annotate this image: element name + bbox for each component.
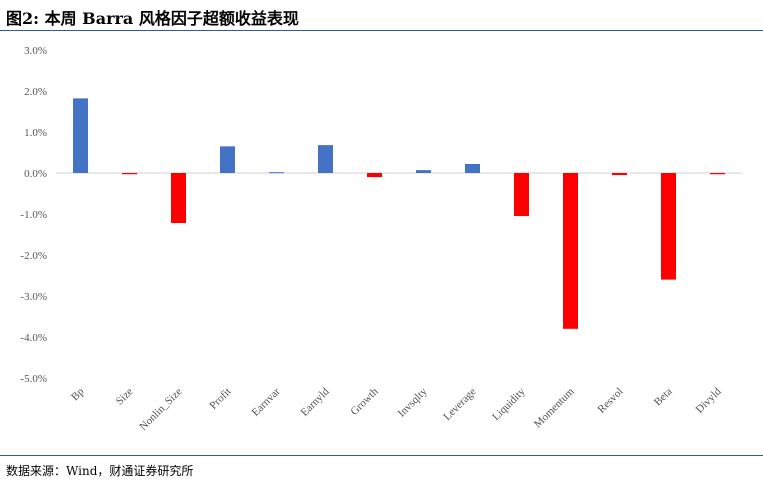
y-tick-label: 2.0% [24,86,47,98]
x-tick-label: Momentum [532,385,577,430]
bar-invsqlty [416,170,431,173]
bar-bp [73,98,88,173]
x-tick-label: Profit [207,386,233,412]
bar-divyld [710,173,725,175]
x-tick-label: Earnvar [250,385,283,418]
bar-leverage [465,163,480,173]
bar-nonlin_size [171,173,186,224]
y-tick-label: -5.0% [20,373,47,385]
x-tick-label: Beta [652,386,675,409]
x-tick-label: Growth [348,385,381,418]
bar-earnyld [318,145,333,173]
x-tick-label: Bp [69,385,87,403]
source-divider [0,455,763,456]
source-note: 数据来源：Wind，财通证券研究所 [6,464,194,478]
y-tick-label: -1.0% [20,209,47,221]
x-tick-label: Earnyld [299,385,332,418]
y-tick-label: -2.0% [20,250,47,262]
x-tick-label: Leverage [441,386,478,423]
bar-resvol [612,173,627,176]
x-tick-label: Divyld [694,385,724,415]
bar-earnvar [269,172,284,174]
x-tick-label: Resvol [596,386,626,416]
y-tick-label: 3.0% [24,45,47,57]
y-tick-label: 1.0% [24,127,47,139]
y-tick-label: -3.0% [20,291,47,303]
x-tick-label: Nonlin_Size [137,386,184,433]
bar-beta [661,173,676,280]
bar-liquidity [514,173,529,217]
bar-size [122,173,137,175]
x-tick-label: Invsqlty [396,385,430,419]
y-tick-label: 0.0% [24,168,47,180]
title-divider [0,30,763,31]
bar-profit [220,146,235,173]
bar-momentum [563,173,578,329]
x-tick-label: Liquidity [490,385,528,423]
bar-growth [367,173,382,178]
y-tick-label: -4.0% [20,332,47,344]
x-tick-label: Size [114,386,136,408]
chart-title: 图2: 本周 Barra 风格因子超额收益表现 [6,9,299,28]
